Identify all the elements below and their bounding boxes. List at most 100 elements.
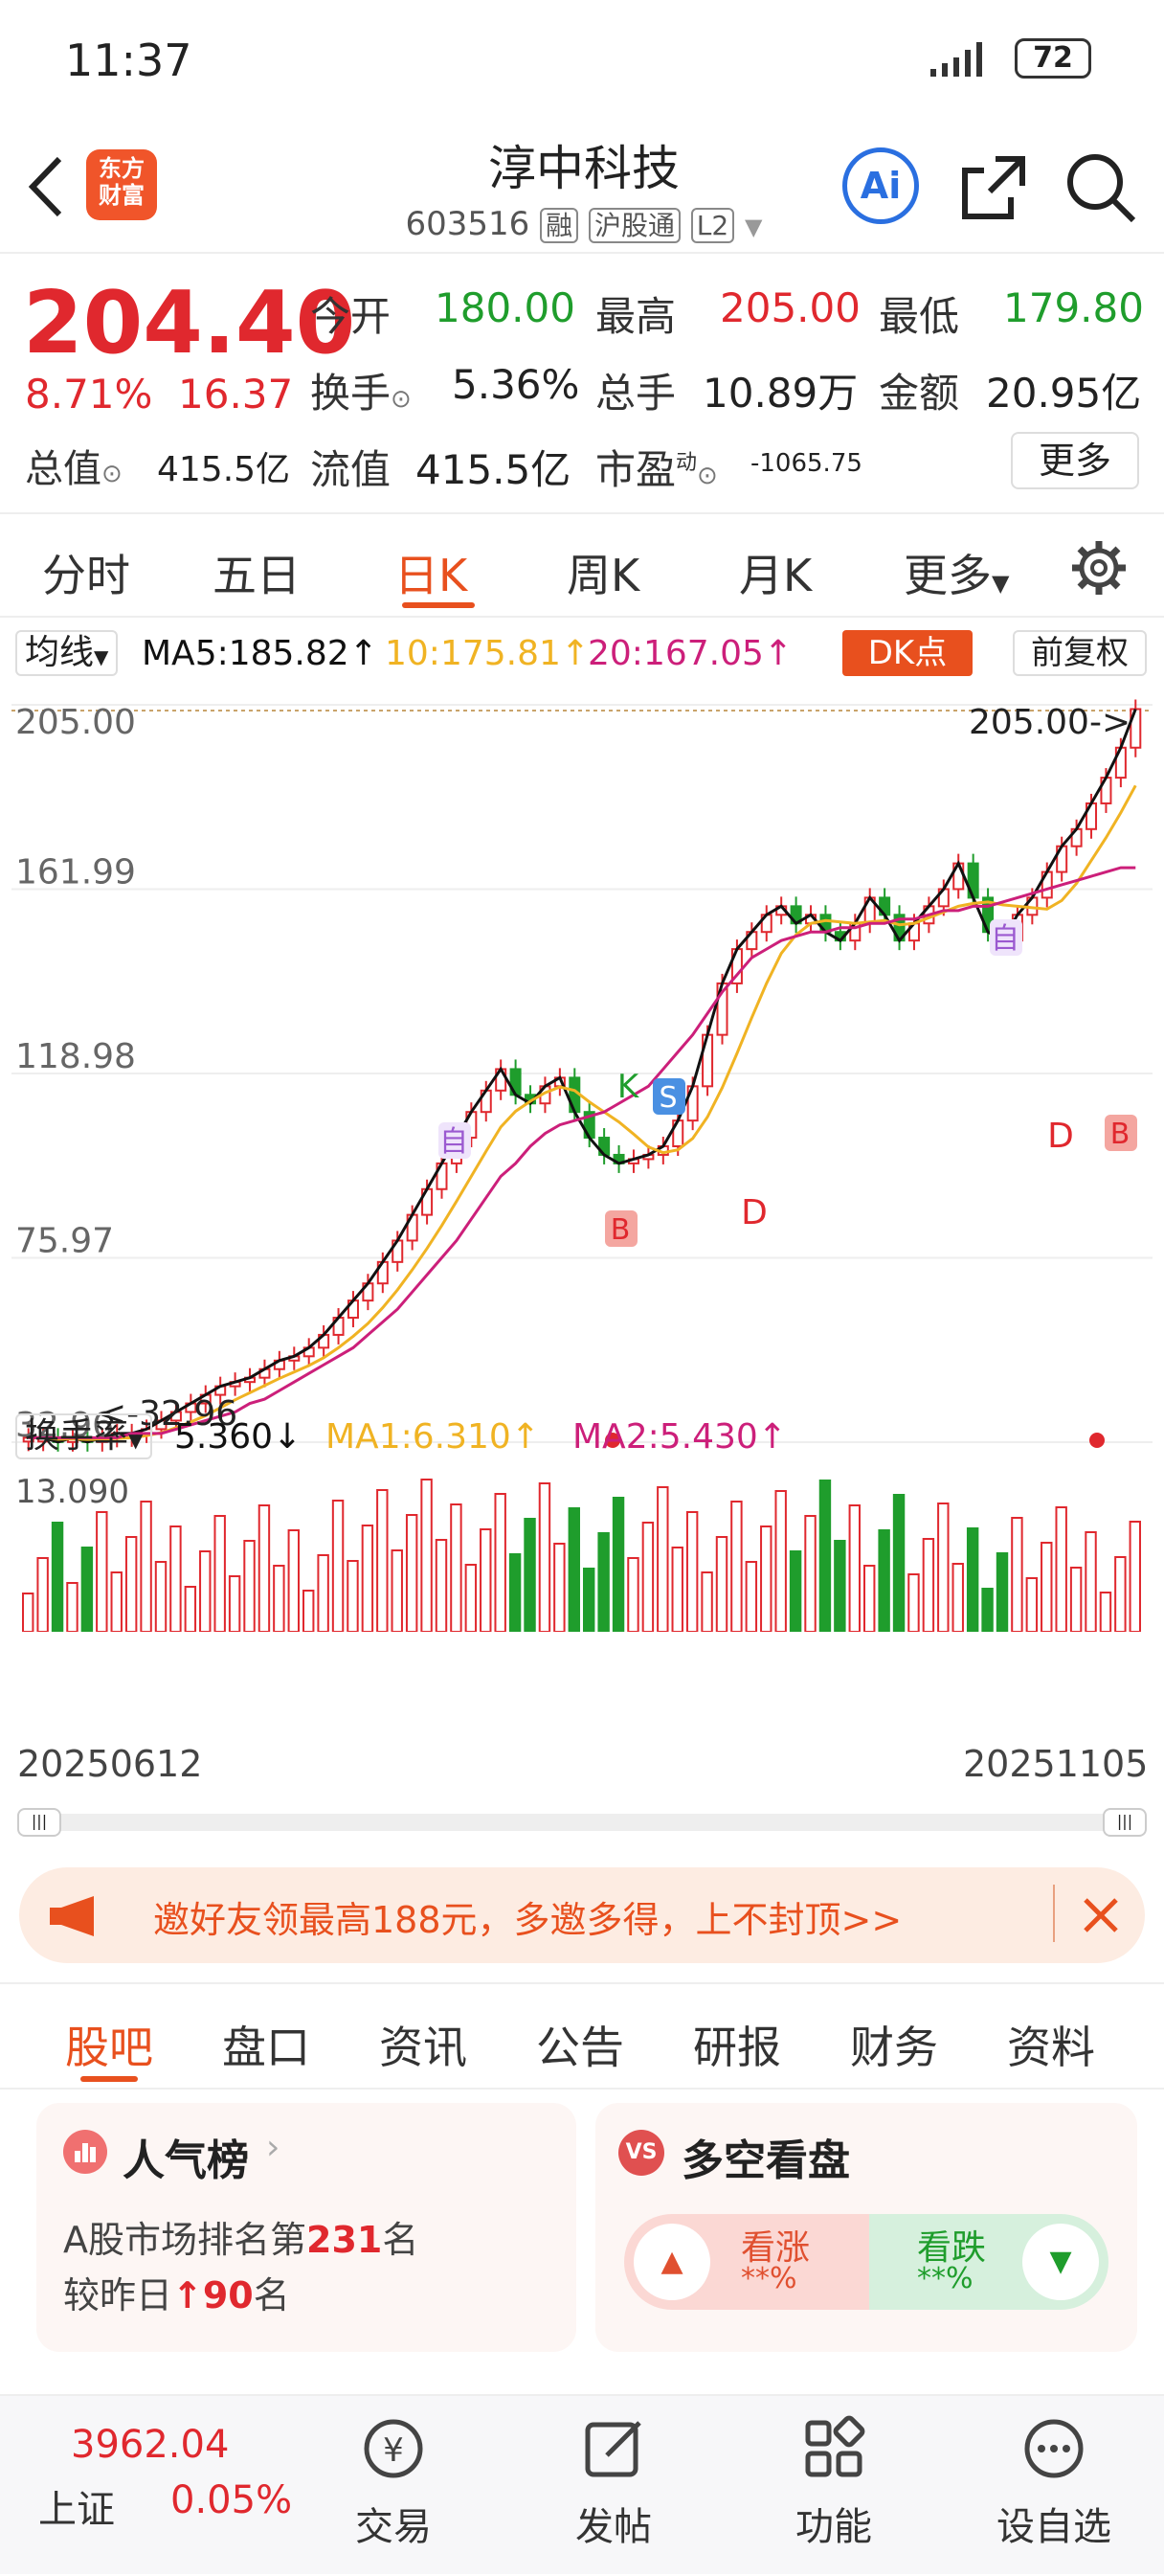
nav-add-watchlist[interactable]: 设自选 bbox=[982, 2415, 1126, 2551]
signal-dot bbox=[605, 1433, 620, 1448]
ma-selector[interactable]: 均线▼ bbox=[15, 630, 119, 676]
bearish-button[interactable]: 看跌 **% ▼ bbox=[869, 2214, 1108, 2310]
amount-label: 金额 bbox=[879, 370, 960, 417]
chevron-right-icon: › bbox=[266, 2128, 280, 2167]
max-price-label: 205.00-> bbox=[969, 703, 1130, 742]
turnover-bar bbox=[685, 1511, 699, 1632]
tag-connect: 沪股通 bbox=[588, 208, 681, 243]
app-logo[interactable]: 东方 财富 bbox=[86, 149, 157, 220]
y-axis-label: 75.97 bbox=[15, 1222, 114, 1261]
gear-icon[interactable] bbox=[1070, 539, 1128, 600]
turnover-bar bbox=[597, 1532, 610, 1632]
ma5-value: MA5:185.82↑ bbox=[142, 634, 378, 673]
turnover-bar bbox=[317, 1554, 329, 1632]
range-handle-right[interactable]: ||| bbox=[1103, 1808, 1147, 1837]
stock-name: 淳中科技 bbox=[488, 141, 680, 196]
nav-post[interactable]: 发帖 bbox=[542, 2415, 685, 2551]
bull-bear-card[interactable]: VS 多空看盘 ▲ 看涨 **% 看跌 **% ▼ bbox=[595, 2103, 1137, 2352]
index-change: 0.05% bbox=[170, 2478, 293, 2522]
turnover-bar bbox=[140, 1501, 152, 1632]
promo-banner[interactable]: 邀好友领最高188元，多邀多得，上不封顶>> bbox=[19, 1867, 1145, 1963]
turnover-bar bbox=[213, 1515, 226, 1632]
turnover-value: 5.36% bbox=[452, 361, 580, 408]
turnover-bar bbox=[110, 1571, 123, 1632]
turnover-bar bbox=[804, 1515, 817, 1632]
turnover-bar bbox=[169, 1525, 182, 1632]
more-button[interactable]: 更多 bbox=[1011, 432, 1139, 489]
marker-d: D bbox=[741, 1193, 768, 1232]
index-name: 上证 bbox=[38, 2488, 115, 2532]
index-ticker[interactable]: 3962.04 上证 0.05% bbox=[0, 2396, 292, 2576]
ranking-icon bbox=[63, 2130, 107, 2174]
nav-trade[interactable]: ¥ 交易 bbox=[322, 2415, 465, 2551]
dk-point-button[interactable]: DK点 bbox=[842, 630, 973, 676]
nav-post-label: 发帖 bbox=[575, 2505, 652, 2549]
float-cap-label: 流值 bbox=[310, 446, 392, 493]
nav-functions-label: 功能 bbox=[795, 2505, 872, 2549]
back-icon[interactable] bbox=[23, 153, 71, 224]
turnover-bar bbox=[627, 1557, 639, 1632]
turnover-bar bbox=[1099, 1592, 1112, 1632]
tab-more[interactable]: 更多▼ bbox=[904, 550, 1010, 601]
ai-button[interactable]: Ai bbox=[842, 147, 919, 224]
tab-five-day[interactable]: 五日 bbox=[213, 550, 301, 601]
share-icon[interactable] bbox=[957, 151, 1030, 228]
tab-profile[interactable]: 资料 bbox=[1007, 2022, 1095, 2073]
popularity-card[interactable]: 人气榜 › A股市场排名第231名 较昨日↑90名 bbox=[36, 2103, 576, 2352]
turnover-bar bbox=[464, 1564, 478, 1632]
ma10-value: 10:175.81↑ bbox=[385, 634, 591, 673]
tab-monthly-k[interactable]: 月K bbox=[739, 550, 813, 601]
bullish-label: 看涨 bbox=[741, 2228, 811, 2268]
adjust-button[interactable]: 前复权 bbox=[1013, 630, 1147, 676]
tab-pankou[interactable]: 盘口 bbox=[222, 2022, 310, 2073]
marker-zi: 自 bbox=[991, 922, 1019, 956]
range-handle-left[interactable]: ||| bbox=[17, 1808, 61, 1837]
turnover-bar bbox=[848, 1504, 861, 1632]
arrow-up-icon: ↑ bbox=[172, 2274, 203, 2316]
tab-announcements[interactable]: 公告 bbox=[536, 2022, 624, 2073]
turnover-bar bbox=[66, 1582, 78, 1632]
close-icon[interactable] bbox=[1082, 1896, 1120, 1938]
candlestick-chart[interactable]: 205.00161.99118.9875.9732.96205.00-><-32… bbox=[11, 686, 1153, 1461]
turnover-bar bbox=[1041, 1542, 1053, 1632]
turnover-bar bbox=[922, 1538, 935, 1632]
bullish-button[interactable]: ▲ 看涨 **% bbox=[624, 2214, 869, 2310]
turnover-bar bbox=[951, 1563, 964, 1632]
nav-functions[interactable]: 功能 bbox=[762, 2415, 906, 2551]
stock-code-line: 603516 融 沪股通 L2 ▼ bbox=[335, 205, 833, 243]
tab-intraday[interactable]: 分时 bbox=[42, 550, 130, 601]
more-dots-icon bbox=[1020, 2415, 1087, 2486]
turnover-bar bbox=[981, 1588, 994, 1632]
stock-title-block[interactable]: 淳中科技 603516 融 沪股通 L2 ▼ bbox=[335, 130, 833, 243]
current-price: 204.40 bbox=[23, 273, 356, 373]
turnover-bar bbox=[1025, 1577, 1039, 1632]
amount-value: 20.95亿 bbox=[986, 370, 1142, 417]
open-label: 今开 bbox=[310, 293, 392, 340]
turnover-bar bbox=[22, 1593, 34, 1632]
mcap-value: 415.5亿 bbox=[157, 450, 291, 489]
marker-b-bg bbox=[1105, 1115, 1137, 1151]
volume-value: 10.89万 bbox=[703, 370, 859, 417]
search-icon[interactable] bbox=[1064, 151, 1137, 228]
turnover-bar bbox=[966, 1527, 979, 1632]
tab-daily-k[interactable]: 日K bbox=[394, 550, 468, 601]
pe-value: -1065.75 bbox=[750, 449, 862, 478]
tab-finance[interactable]: 财务 bbox=[850, 2022, 938, 2073]
period-tabs: 分时 五日 日K 周K 月K 更多▼ bbox=[0, 512, 1164, 618]
indicator-selector[interactable]: 换手率▼ bbox=[15, 1413, 153, 1459]
tab-news[interactable]: 资讯 bbox=[379, 2022, 467, 2073]
marker-b: B bbox=[1110, 1118, 1130, 1151]
tab-guba[interactable]: 股吧 bbox=[65, 2022, 153, 2073]
y-axis-label: 205.00 bbox=[15, 703, 136, 742]
turnover-bar bbox=[347, 1560, 359, 1632]
turnover-bar-chart[interactable] bbox=[11, 1471, 1153, 1632]
grid-icon bbox=[800, 2415, 867, 2486]
turnover-bar bbox=[1069, 1567, 1083, 1632]
turnover-bar bbox=[612, 1497, 625, 1632]
range-scrollbar[interactable]: ||| ||| bbox=[17, 1808, 1147, 1837]
tab-weekly-k[interactable]: 周K bbox=[567, 550, 640, 601]
turnover-bar bbox=[863, 1565, 876, 1632]
marker-zi-bg bbox=[438, 1122, 471, 1159]
status-bar: 11:37 72 bbox=[0, 0, 1164, 115]
tab-research[interactable]: 研报 bbox=[693, 2022, 781, 2073]
